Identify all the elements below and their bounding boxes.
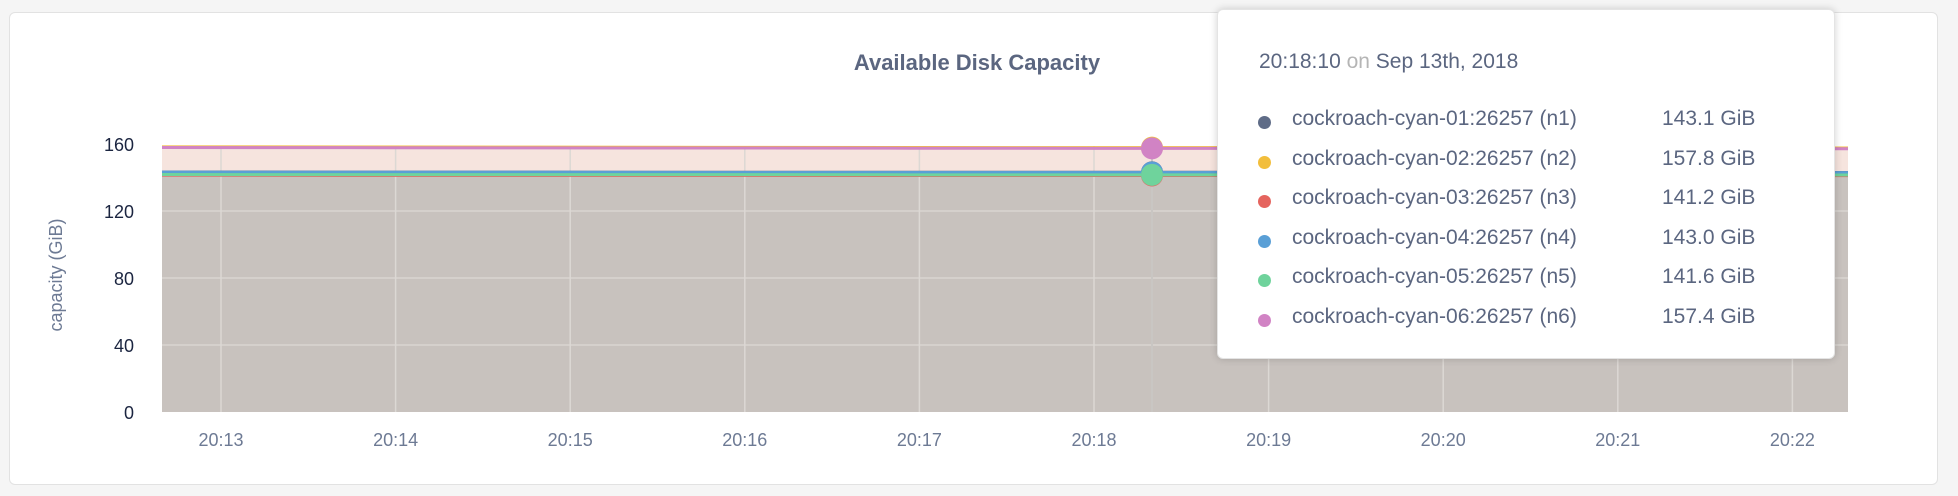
y-tick-label: 120 — [104, 202, 134, 222]
x-tick-label: 20:13 — [198, 430, 243, 450]
tooltip-series-value: 157.8 GiB — [1662, 146, 1756, 170]
tooltip-series-value: 141.6 GiB — [1662, 265, 1756, 288]
series-color-dot-icon — [1258, 313, 1271, 327]
tooltip-date: Sep 13th, 2018 — [1375, 50, 1519, 73]
hover-point — [1141, 137, 1163, 160]
tooltip-on: on — [1346, 50, 1370, 73]
series-color-dot-icon — [1258, 116, 1271, 129]
y-tick-label: 160 — [104, 135, 134, 155]
tooltip-row: cockroach-cyan-06:26257 (n6) 157.4 GiB — [1248, 305, 1808, 335]
tooltip-series-value: 143.0 GiB — [1662, 225, 1756, 249]
tooltip-series-name: cockroach-cyan-02:26257 (n2) — [1292, 146, 1577, 170]
x-tick-label: 20:17 — [897, 430, 942, 450]
series-color-dot-icon — [1258, 234, 1271, 248]
chart-title: Available Disk Capacity — [854, 50, 1101, 75]
y-tick-label: 0 — [124, 403, 134, 423]
y-tick-label: 80 — [114, 269, 134, 289]
tooltip-row: cockroach-cyan-05:26257 (n5) 141.6 GiB — [1248, 265, 1808, 295]
tooltip-series-name: cockroach-cyan-06:26257 (n6) — [1292, 304, 1577, 328]
x-tick-label: 20:22 — [1770, 430, 1815, 450]
tooltip-time: 20:18:10 — [1259, 50, 1341, 73]
x-tick-label: 20:14 — [373, 430, 418, 450]
tooltip-series-name: cockroach-cyan-01:26257 (n1) — [1292, 107, 1577, 130]
x-tick-label: 20:21 — [1595, 430, 1640, 450]
tooltip-series-name: cockroach-cyan-04:26257 (n4) — [1292, 225, 1577, 249]
tooltip-row: cockroach-cyan-04:26257 (n4) 143.0 GiB — [1248, 226, 1808, 256]
hover-point — [1141, 163, 1163, 186]
series-color-dot-icon — [1258, 155, 1271, 169]
x-tick-label: 20:19 — [1246, 430, 1291, 450]
x-tick-label: 20:20 — [1421, 430, 1466, 450]
tooltip-row: cockroach-cyan-03:26257 (n3) 141.2 GiB — [1248, 186, 1808, 216]
x-tick-label: 20:18 — [1071, 430, 1116, 450]
tooltip-header: 20:18:10 on Sep 13th, 2018 — [1259, 50, 1518, 74]
series-color-dot-icon — [1258, 195, 1271, 208]
y-axis-label: capacity (GiB) — [46, 218, 66, 331]
tooltip-series-value: 157.4 GiB — [1662, 304, 1756, 328]
tooltip-series-name: cockroach-cyan-05:26257 (n5) — [1292, 265, 1577, 288]
tooltip-series-value: 141.2 GiB — [1662, 186, 1756, 209]
series-color-dot-icon — [1258, 274, 1271, 287]
hover-tooltip: 20:18:10 on Sep 13th, 2018 cockroach-cya… — [1217, 9, 1835, 359]
x-tick-label: 20:16 — [722, 430, 767, 450]
tooltip-series-name: cockroach-cyan-03:26257 (n3) — [1292, 186, 1577, 209]
tooltip-row: cockroach-cyan-02:26257 (n2) 157.8 GiB — [1248, 147, 1808, 177]
tooltip-row: cockroach-cyan-01:26257 (n1) 143.1 GiB — [1248, 107, 1808, 137]
y-tick-label: 40 — [114, 336, 134, 356]
x-tick-label: 20:15 — [548, 430, 593, 450]
tooltip-series-value: 143.1 GiB — [1662, 107, 1756, 130]
